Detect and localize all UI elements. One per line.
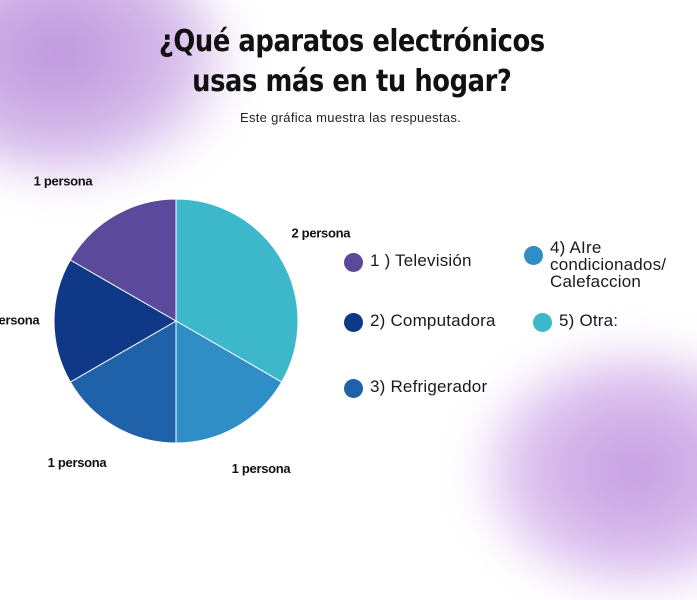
legend-swatch-television xyxy=(344,253,363,272)
legend-item-refrigerator: 3) Refrigerador xyxy=(344,378,487,398)
legend-label-other: 5) Otra: xyxy=(559,311,619,330)
legend-item-other: 5) Otra: xyxy=(533,312,618,332)
legend-label-refrigerator: 3) Refrigerador xyxy=(370,377,488,396)
pie-chart: 2 persona 1 persona 1 persona 1 persona 1 pe… xyxy=(0,174,352,477)
chart-subtitle: Este gráfica muestra las respuestas. xyxy=(240,110,462,125)
pie-data-label-1: 2 persona xyxy=(291,225,351,240)
legend-swatch-air-conditioning xyxy=(524,246,543,265)
legend-label-air-conditioning: 4) AIre condicionados/ Calefaccion xyxy=(550,238,667,291)
legend-item-computer: 2) Computadora xyxy=(344,312,496,332)
pie-data-label-4: 1 persona xyxy=(0,312,40,327)
chart-title-line-1: ¿Qué aparatos electrónicos xyxy=(158,24,545,59)
pie-slice-1 xyxy=(175,198,299,383)
chart-title: ¿Qué aparatos electrónicos usas más en t… xyxy=(52,22,651,102)
legend-item-air-conditioning: 4) AIre condicionados/ Calefaccion xyxy=(524,239,697,290)
pie-data-label-2: 1 persona xyxy=(232,461,292,476)
pie-slice-3 xyxy=(69,320,177,444)
legend-label-computer: 2) Computadora xyxy=(370,311,496,330)
pie-data-label-3: 1 persona xyxy=(48,455,108,470)
pie-slice-4 xyxy=(53,259,178,383)
pie-slices xyxy=(53,198,299,444)
pie-data-labels: 2 persona 1 persona 1 persona 1 persona 1 pe… xyxy=(0,174,352,477)
legend-swatch-computer xyxy=(344,313,363,332)
pie-slice-2 xyxy=(175,320,283,444)
legend-swatch-refrigerator xyxy=(344,379,363,398)
chart-title-line-2: usas más en tu hogar? xyxy=(192,64,512,99)
pie-data-label-5: 1 persona xyxy=(34,174,94,189)
legend-item-television: 1 ) Televisión xyxy=(344,252,472,272)
legend-label-television: 1 ) Televisión xyxy=(370,251,472,270)
pie-slice-5 xyxy=(69,198,177,322)
legend-swatch-other xyxy=(533,313,552,332)
